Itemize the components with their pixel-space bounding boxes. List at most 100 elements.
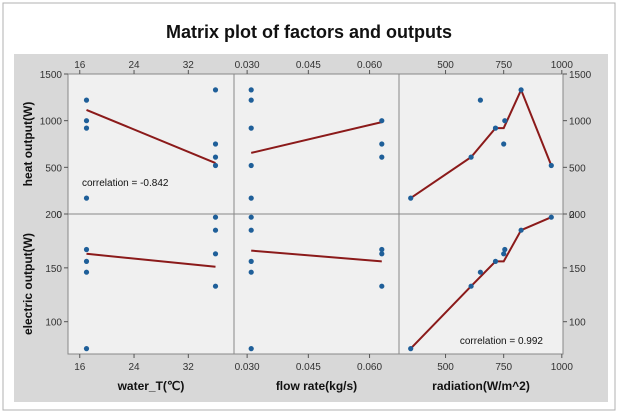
correlation-annotation: correlation = -0.842 bbox=[82, 178, 169, 189]
data-point bbox=[83, 246, 90, 253]
data-point bbox=[477, 97, 483, 103]
data-point bbox=[248, 162, 254, 169]
x-axis-label-water_T: water_T(℃) bbox=[117, 379, 185, 393]
y-tick-label-right: 1000 bbox=[569, 117, 592, 128]
x-tick-label-top: 0.060 bbox=[357, 60, 382, 71]
panel-background bbox=[233, 73, 400, 215]
panel-heat-flow_rate bbox=[233, 73, 400, 215]
x-tick-label-bottom: 1000 bbox=[551, 362, 574, 373]
x-tick-label-bottom: 750 bbox=[495, 362, 512, 373]
fit-line bbox=[250, 121, 383, 154]
data-point bbox=[248, 269, 254, 275]
y-tick-label-left: 150 bbox=[45, 264, 62, 275]
data-point bbox=[83, 269, 90, 275]
data-point bbox=[212, 162, 219, 169]
x-tick-label-top: 16 bbox=[74, 60, 86, 71]
data-point bbox=[502, 246, 508, 253]
data-point bbox=[212, 283, 219, 289]
panel-background bbox=[67, 213, 235, 355]
panel-electric-radiation bbox=[398, 213, 564, 355]
x-axis-label-radiation: radiation(W/m^2) bbox=[432, 379, 530, 393]
data-point bbox=[501, 251, 507, 257]
data-point bbox=[248, 195, 254, 201]
data-point bbox=[477, 269, 483, 275]
fit-line bbox=[86, 252, 216, 268]
data-point bbox=[248, 258, 254, 264]
fit-line bbox=[86, 108, 216, 165]
y-axis-label-electric: electric output(W) bbox=[21, 233, 35, 335]
panel-heat-water_T bbox=[67, 73, 235, 215]
data-point bbox=[248, 346, 254, 352]
data-point bbox=[248, 227, 254, 233]
data-point bbox=[468, 283, 474, 289]
data-point bbox=[408, 195, 414, 201]
chart-title: Matrix plot of factors and outputs bbox=[166, 22, 452, 42]
data-point bbox=[501, 141, 507, 147]
data-point bbox=[379, 141, 385, 147]
data-point bbox=[379, 251, 385, 257]
panel-background bbox=[67, 73, 235, 215]
data-point bbox=[248, 214, 254, 220]
y-tick-label-right: 100 bbox=[569, 318, 586, 329]
data-point bbox=[212, 251, 219, 257]
data-point bbox=[212, 214, 219, 220]
y-tick-label-right: 0 bbox=[569, 210, 575, 221]
y-tick-label-left: 200 bbox=[45, 210, 62, 221]
data-point bbox=[83, 125, 90, 131]
x-tick-label-bottom: 0.030 bbox=[235, 362, 260, 373]
data-point bbox=[518, 87, 524, 93]
y-tick-label-left: 1000 bbox=[40, 117, 63, 128]
x-tick-label-bottom: 500 bbox=[437, 362, 454, 373]
data-point bbox=[492, 125, 499, 131]
x-tick-label-bottom: 24 bbox=[128, 362, 140, 373]
data-point bbox=[379, 118, 385, 124]
data-point bbox=[83, 346, 90, 352]
data-point bbox=[379, 246, 385, 253]
panel-background bbox=[398, 213, 564, 355]
data-point bbox=[492, 258, 499, 264]
data-point bbox=[248, 97, 254, 103]
data-point bbox=[212, 154, 219, 160]
fit-line bbox=[409, 216, 552, 350]
y-tick-label-right: 200 bbox=[569, 210, 586, 221]
x-tick-label-bottom: 16 bbox=[74, 362, 86, 373]
y-tick-label-left: 0 bbox=[56, 210, 62, 221]
x-tick-label-top: 1000 bbox=[551, 60, 574, 71]
panel-electric-water_T bbox=[67, 213, 235, 355]
fit-line bbox=[410, 87, 553, 199]
x-tick-label-top: 32 bbox=[183, 60, 195, 71]
y-tick-label-left: 100 bbox=[45, 318, 62, 329]
data-point bbox=[468, 154, 474, 160]
data-point bbox=[83, 258, 90, 264]
x-axis-label-flow_rate: flow rate(kg/s) bbox=[276, 379, 357, 393]
y-tick-label-right: 1500 bbox=[569, 70, 592, 81]
x-tick-label-top: 24 bbox=[128, 60, 140, 71]
data-point bbox=[248, 87, 254, 93]
data-point bbox=[83, 195, 90, 201]
y-axis-label-heat: heat output(W) bbox=[21, 102, 35, 187]
data-point bbox=[248, 125, 254, 131]
correlation-annotation: correlation = 0.992 bbox=[460, 336, 544, 347]
panels bbox=[67, 73, 564, 355]
x-tick-label-bottom: 0.045 bbox=[296, 362, 321, 373]
y-tick-label-left: 1500 bbox=[40, 70, 63, 81]
data-point bbox=[212, 227, 219, 233]
data-point bbox=[83, 118, 90, 124]
y-tick-label-left: 500 bbox=[45, 163, 62, 174]
data-point bbox=[379, 154, 385, 160]
x-tick-label-bottom: 0.060 bbox=[357, 362, 382, 373]
panel-background bbox=[233, 213, 400, 355]
x-tick-label-top: 0.045 bbox=[296, 60, 321, 71]
data-point bbox=[212, 87, 219, 93]
axis-labels: water_T(℃) flow rate(kg/s) radiation(W/m^2… bbox=[21, 102, 543, 393]
data-point bbox=[502, 118, 508, 124]
data-point bbox=[548, 162, 554, 169]
x-tick-label-top: 0.030 bbox=[235, 60, 260, 71]
data-point bbox=[408, 346, 414, 352]
x-tick-label-bottom: 32 bbox=[183, 362, 195, 373]
y-tick-label-right: 500 bbox=[569, 163, 586, 174]
data-point bbox=[83, 97, 90, 103]
panel-electric-flow_rate bbox=[233, 213, 400, 355]
